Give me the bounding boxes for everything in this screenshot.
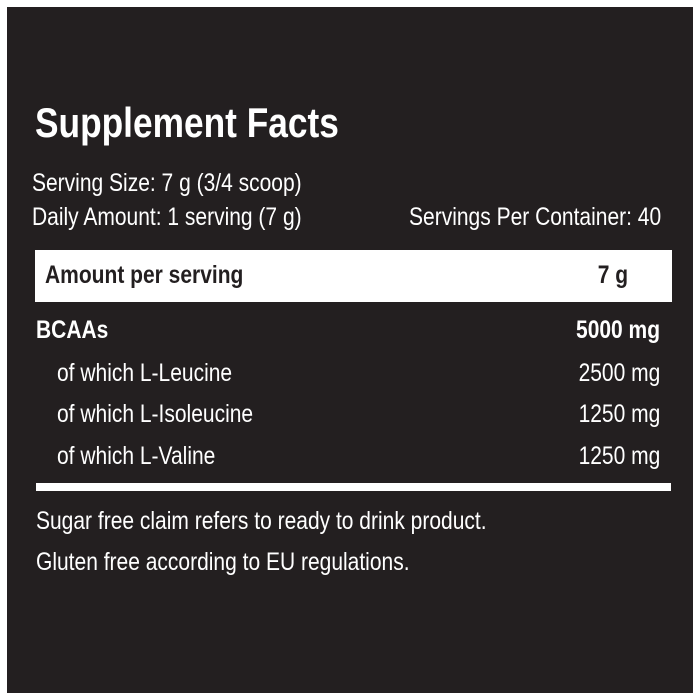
row-name: of which L-Valine <box>57 442 216 470</box>
footnote: Gluten free according to EU regulations. <box>36 548 410 576</box>
amount-per-serving-label: Amount per serving <box>45 261 244 289</box>
row-amount: 1250 mg <box>578 442 660 470</box>
row-name: BCAAs <box>36 316 109 344</box>
divider-rule <box>36 483 671 491</box>
serving-size: Serving Size: 7 g (3/4 scoop) <box>32 169 302 197</box>
row-amount: 1250 mg <box>578 400 660 428</box>
row-name: of which L-Leucine <box>57 359 233 387</box>
row-amount: 5000 mg <box>575 316 660 344</box>
title: Supplement Facts <box>35 99 339 146</box>
row-name: of which L-Isoleucine <box>57 400 254 428</box>
daily-amount: Daily Amount: 1 serving (7 g) <box>32 203 302 231</box>
amount-per-serving-value: 7 g <box>597 261 628 289</box>
amount-per-serving-band <box>35 250 672 302</box>
supplement-facts-panel <box>7 7 693 693</box>
footnote: Sugar free claim refers to ready to drin… <box>36 507 487 535</box>
row-amount: 2500 mg <box>578 359 660 387</box>
servings-per-container: Servings Per Container: 40 <box>408 203 661 231</box>
